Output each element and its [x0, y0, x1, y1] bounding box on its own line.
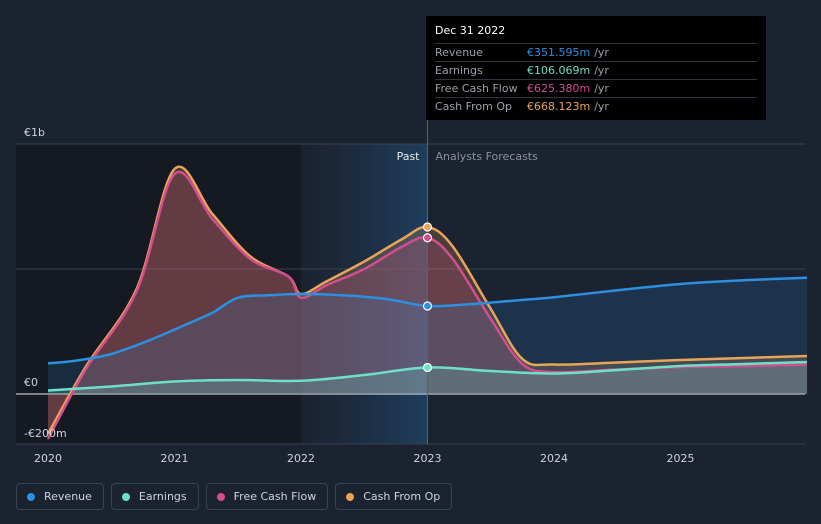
region-label-forecast: Analysts Forecasts [436, 150, 539, 163]
legend-item-earnings[interactable]: Earnings [110, 483, 199, 510]
series-marker-cash-from-op [422, 222, 433, 232]
y-tick-label: -€200m [24, 427, 67, 440]
series-line-revenue [47, 276, 808, 365]
x-tick-label: 2025 [667, 452, 695, 465]
tooltip: Dec 31 2022 Revenue €351.595m /yr Earnin… [426, 16, 766, 120]
tooltip-row-revenue: Revenue €351.595m /yr [435, 43, 757, 61]
tooltip-label: Revenue [435, 46, 483, 59]
legend-label: Free Cash Flow [233, 490, 317, 503]
tooltip-label: Earnings [435, 64, 483, 77]
legend-dot-icon [346, 492, 355, 501]
tooltip-value: €668.123m [527, 100, 591, 113]
tooltip-unit: /yr [594, 100, 609, 113]
legend-item-free-cash-flow[interactable]: Free Cash Flow [205, 483, 329, 510]
x-tick-label: 2022 [287, 452, 315, 465]
region-label-past: Past [397, 150, 421, 163]
tooltip-row-cash-from-op: Cash From Op €668.123m /yr [435, 97, 757, 115]
y-tick-label: €1b [24, 126, 45, 139]
legend-label: Cash From Op [363, 490, 441, 503]
tooltip-unit: /yr [594, 82, 609, 95]
tooltip-unit: /yr [594, 46, 609, 59]
legend-label: Revenue [44, 490, 92, 503]
legend-dot-icon [121, 492, 130, 501]
legend-label: Earnings [138, 490, 187, 503]
legend-item-revenue[interactable]: Revenue [16, 483, 104, 510]
tooltip-value: €351.595m [527, 46, 591, 59]
tooltip-value: €106.069m [527, 64, 591, 77]
legend: Revenue Earnings Free Cash Flow Cash Fro… [16, 483, 453, 510]
legend-dot-icon [27, 492, 35, 501]
tooltip-date: Dec 31 2022 [435, 24, 506, 37]
legend-item-cash-from-op[interactable]: Cash From Op [335, 483, 453, 510]
series-marker-revenue [422, 301, 433, 311]
series-marker-free-cash-flow [422, 233, 433, 243]
tooltip-label: Free Cash Flow [435, 82, 518, 95]
legend-dot-icon [216, 492, 225, 501]
tooltip-label: Cash From Op [435, 100, 513, 113]
x-tick-label: 2020 [34, 452, 62, 465]
series-line-cash-from-op [46, 165, 808, 435]
x-tick-label: 2023 [414, 452, 442, 465]
x-tick-label: 2024 [540, 452, 568, 465]
tooltip-unit: /yr [594, 64, 609, 77]
tooltip-row-free-cash-flow: Free Cash Flow €625.380m /yr [435, 79, 757, 97]
series-marker-earnings [422, 362, 433, 373]
tooltip-row-earnings: Earnings €106.069m /yr [435, 61, 757, 79]
x-tick-label: 2021 [161, 452, 189, 465]
y-tick-label: €0 [24, 376, 38, 389]
tooltip-value: €625.380m [527, 82, 591, 95]
